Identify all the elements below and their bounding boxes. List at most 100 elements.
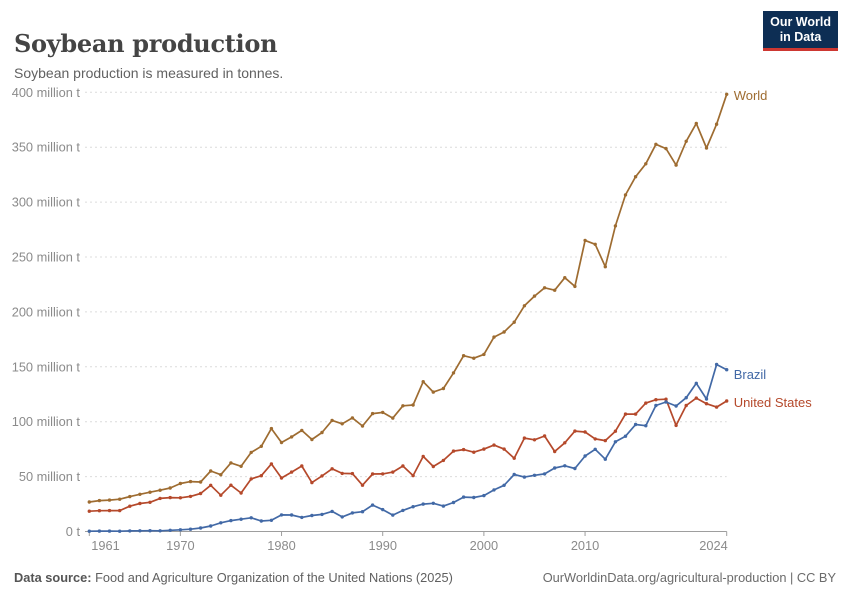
series-point-brazil xyxy=(97,529,102,533)
y-axis-label: 200 million t xyxy=(12,304,81,319)
owid-logo-line1: Our World xyxy=(770,15,831,29)
series-point-brazil xyxy=(401,508,405,513)
x-axis-label: 2010 xyxy=(571,538,599,553)
series-point-brazil xyxy=(613,440,618,444)
series-label-brazil[interactable]: Brazil xyxy=(733,366,767,382)
series-line-brazil[interactable] xyxy=(89,363,728,533)
series-point-world xyxy=(603,265,607,269)
series-point-world xyxy=(704,146,709,150)
license-link[interactable]: CC BY xyxy=(796,570,836,585)
owid-url-link[interactable]: OurWorldinData.org/agricultural-producti… xyxy=(542,570,787,585)
series-point-world xyxy=(350,416,355,420)
series-point-brazil xyxy=(279,513,284,517)
series-point-brazil xyxy=(644,424,648,428)
x-axis-label: 1980 xyxy=(267,538,295,553)
series-point-world xyxy=(279,440,284,445)
series-point-united-states xyxy=(138,501,142,506)
chart-subtitle: Soybean production is measured in tonnes… xyxy=(14,65,284,81)
series-point-world xyxy=(714,122,719,126)
y-axis-label: 400 million t xyxy=(12,85,81,100)
series-point-united-states xyxy=(320,474,324,478)
series-point-united-states xyxy=(684,403,688,408)
series-point-united-states xyxy=(340,471,344,476)
series-point-world xyxy=(613,224,618,228)
series-point-world xyxy=(633,175,638,179)
series-point-united-states xyxy=(563,441,567,445)
series-point-united-states xyxy=(502,447,506,451)
series-point-world xyxy=(391,416,395,420)
x-axis-label: 2024 xyxy=(699,538,727,553)
series-point-united-states xyxy=(350,471,355,476)
series-point-world xyxy=(644,162,648,166)
series-line-world[interactable] xyxy=(89,94,728,503)
series-point-brazil xyxy=(289,513,294,517)
series-point-united-states xyxy=(583,430,587,434)
series-point-brazil xyxy=(370,503,375,507)
y-axis-label: 300 million t xyxy=(12,195,81,210)
series-point-brazil xyxy=(603,457,607,461)
series-point-brazil xyxy=(350,511,355,515)
series-point-world xyxy=(593,242,597,246)
series-point-united-states xyxy=(259,474,263,478)
series-point-united-states xyxy=(209,483,213,487)
series-point-brazil xyxy=(654,403,658,408)
series-point-brazil xyxy=(633,422,638,427)
series-point-brazil xyxy=(714,362,719,367)
series-point-world xyxy=(249,450,253,455)
series-point-brazil xyxy=(239,517,243,521)
series-point-brazil xyxy=(330,509,334,514)
series-point-united-states xyxy=(613,429,618,433)
series-point-world xyxy=(178,481,183,486)
series-point-united-states xyxy=(431,464,435,469)
series-point-brazil xyxy=(512,472,516,477)
series-point-brazil xyxy=(461,495,466,499)
series-point-united-states xyxy=(441,458,446,463)
series-point-world xyxy=(259,444,263,448)
series-point-united-states xyxy=(188,494,193,499)
series-point-world xyxy=(300,428,304,433)
owid-logo-line2: in Data xyxy=(779,30,822,44)
x-axis-label: 1970 xyxy=(166,538,194,553)
series-point-brazil xyxy=(168,528,172,532)
series-point-world xyxy=(168,486,172,490)
series-point-world xyxy=(269,426,274,431)
owid-logo[interactable]: Our World in Data xyxy=(763,11,838,51)
series-point-united-states xyxy=(128,504,132,508)
series-point-world xyxy=(289,435,294,439)
series-point-brazil xyxy=(198,526,203,530)
series-point-world xyxy=(684,139,688,143)
series-point-brazil xyxy=(684,396,688,400)
series-point-united-states xyxy=(198,491,203,496)
series-point-brazil xyxy=(219,521,223,525)
series-point-world xyxy=(623,193,628,197)
series-point-world xyxy=(472,356,476,360)
series-point-world xyxy=(370,411,375,416)
series-point-brazil xyxy=(421,502,425,506)
series-point-united-states xyxy=(573,429,577,433)
series-point-united-states xyxy=(178,496,183,500)
series-label-united-states[interactable]: United States xyxy=(733,395,812,410)
series-point-brazil xyxy=(209,524,213,528)
series-line-united-states[interactable] xyxy=(89,397,728,513)
series-point-united-states xyxy=(674,423,678,428)
series-point-brazil xyxy=(451,500,456,505)
series-point-brazil xyxy=(249,516,253,520)
series-point-brazil xyxy=(259,519,263,523)
series-point-world xyxy=(654,142,658,146)
series-point-united-states xyxy=(219,493,223,497)
series-point-united-states xyxy=(603,438,607,443)
series-point-brazil xyxy=(138,529,142,533)
series-point-world xyxy=(198,480,203,484)
series-point-brazil xyxy=(522,475,527,479)
series-label-world[interactable]: World xyxy=(733,88,768,104)
series-point-united-states xyxy=(330,467,334,471)
series-point-united-states xyxy=(633,412,638,416)
series-point-world xyxy=(492,335,496,339)
series-point-united-states xyxy=(158,496,162,501)
series-point-world xyxy=(664,146,668,151)
series-point-world xyxy=(401,404,405,408)
series-point-united-states xyxy=(512,456,516,460)
series-point-united-states xyxy=(644,401,648,405)
series-point-brazil xyxy=(188,527,193,531)
